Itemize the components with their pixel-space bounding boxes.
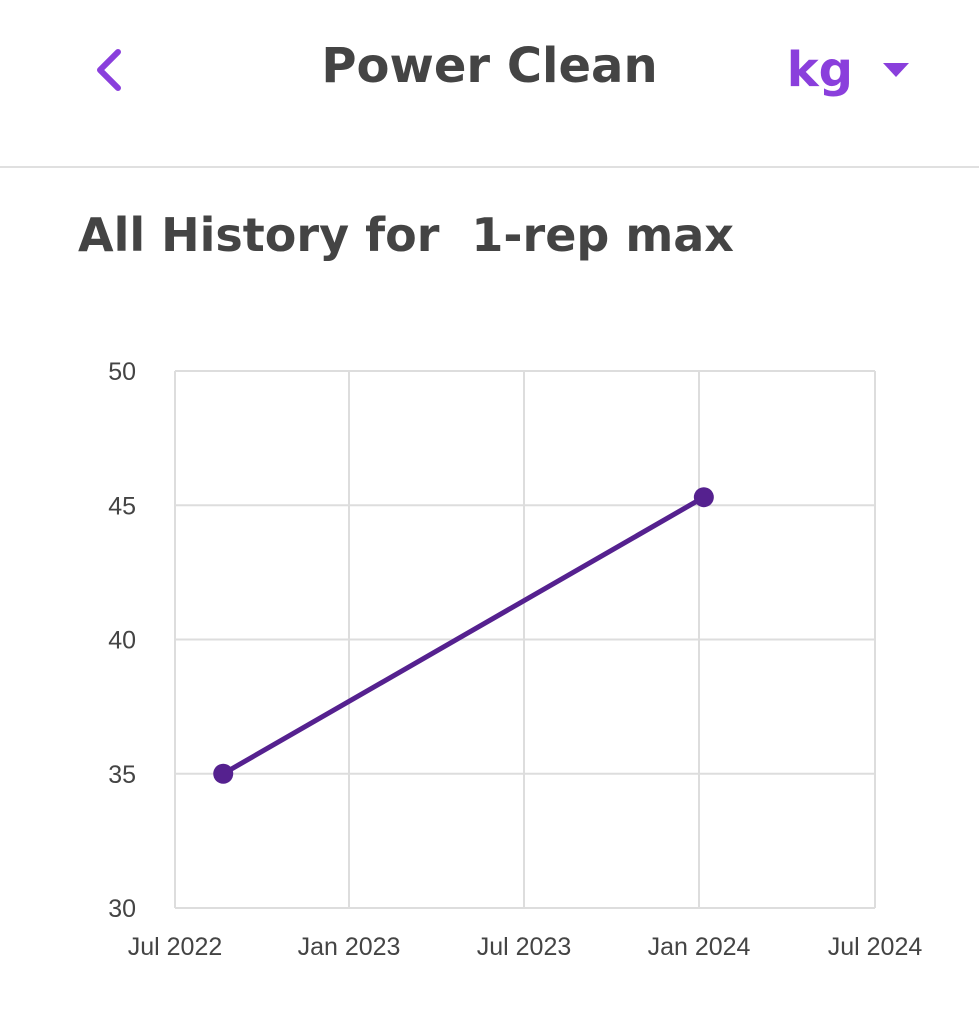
y-tick-label: 35 — [108, 761, 136, 789]
series-line — [220, 494, 707, 777]
page-title: Power Clean — [321, 38, 658, 94]
x-tick-label: Jan 2023 — [298, 933, 401, 961]
caret-down-icon — [883, 63, 909, 77]
x-tick-label: Jan 2024 — [648, 933, 751, 961]
x-tick-label: Jul 2023 — [477, 933, 572, 961]
back-button[interactable] — [78, 40, 138, 100]
unit-dropdown[interactable]: kg — [787, 38, 911, 102]
y-tick-label: 30 — [108, 895, 136, 923]
y-tick-label: 50 — [108, 358, 136, 386]
x-tick-label: Jul 2022 — [128, 933, 223, 961]
chevron-left-icon — [97, 49, 121, 91]
y-tick-label: 40 — [108, 627, 136, 655]
section-title: All History for 1-rep max — [78, 208, 734, 262]
data-point — [693, 487, 714, 508]
history-line-chart: Jul 2022 Jan 2023 Jul 2023 Jan 2024 Jul 2024… — [108, 358, 923, 961]
y-tick-label: 45 — [108, 492, 136, 520]
x-tick-label: Jul 2024 — [828, 933, 923, 961]
data-point — [213, 763, 234, 784]
app-header: Power Clean kg — [0, 0, 979, 168]
unit-label: kg — [786, 42, 853, 98]
